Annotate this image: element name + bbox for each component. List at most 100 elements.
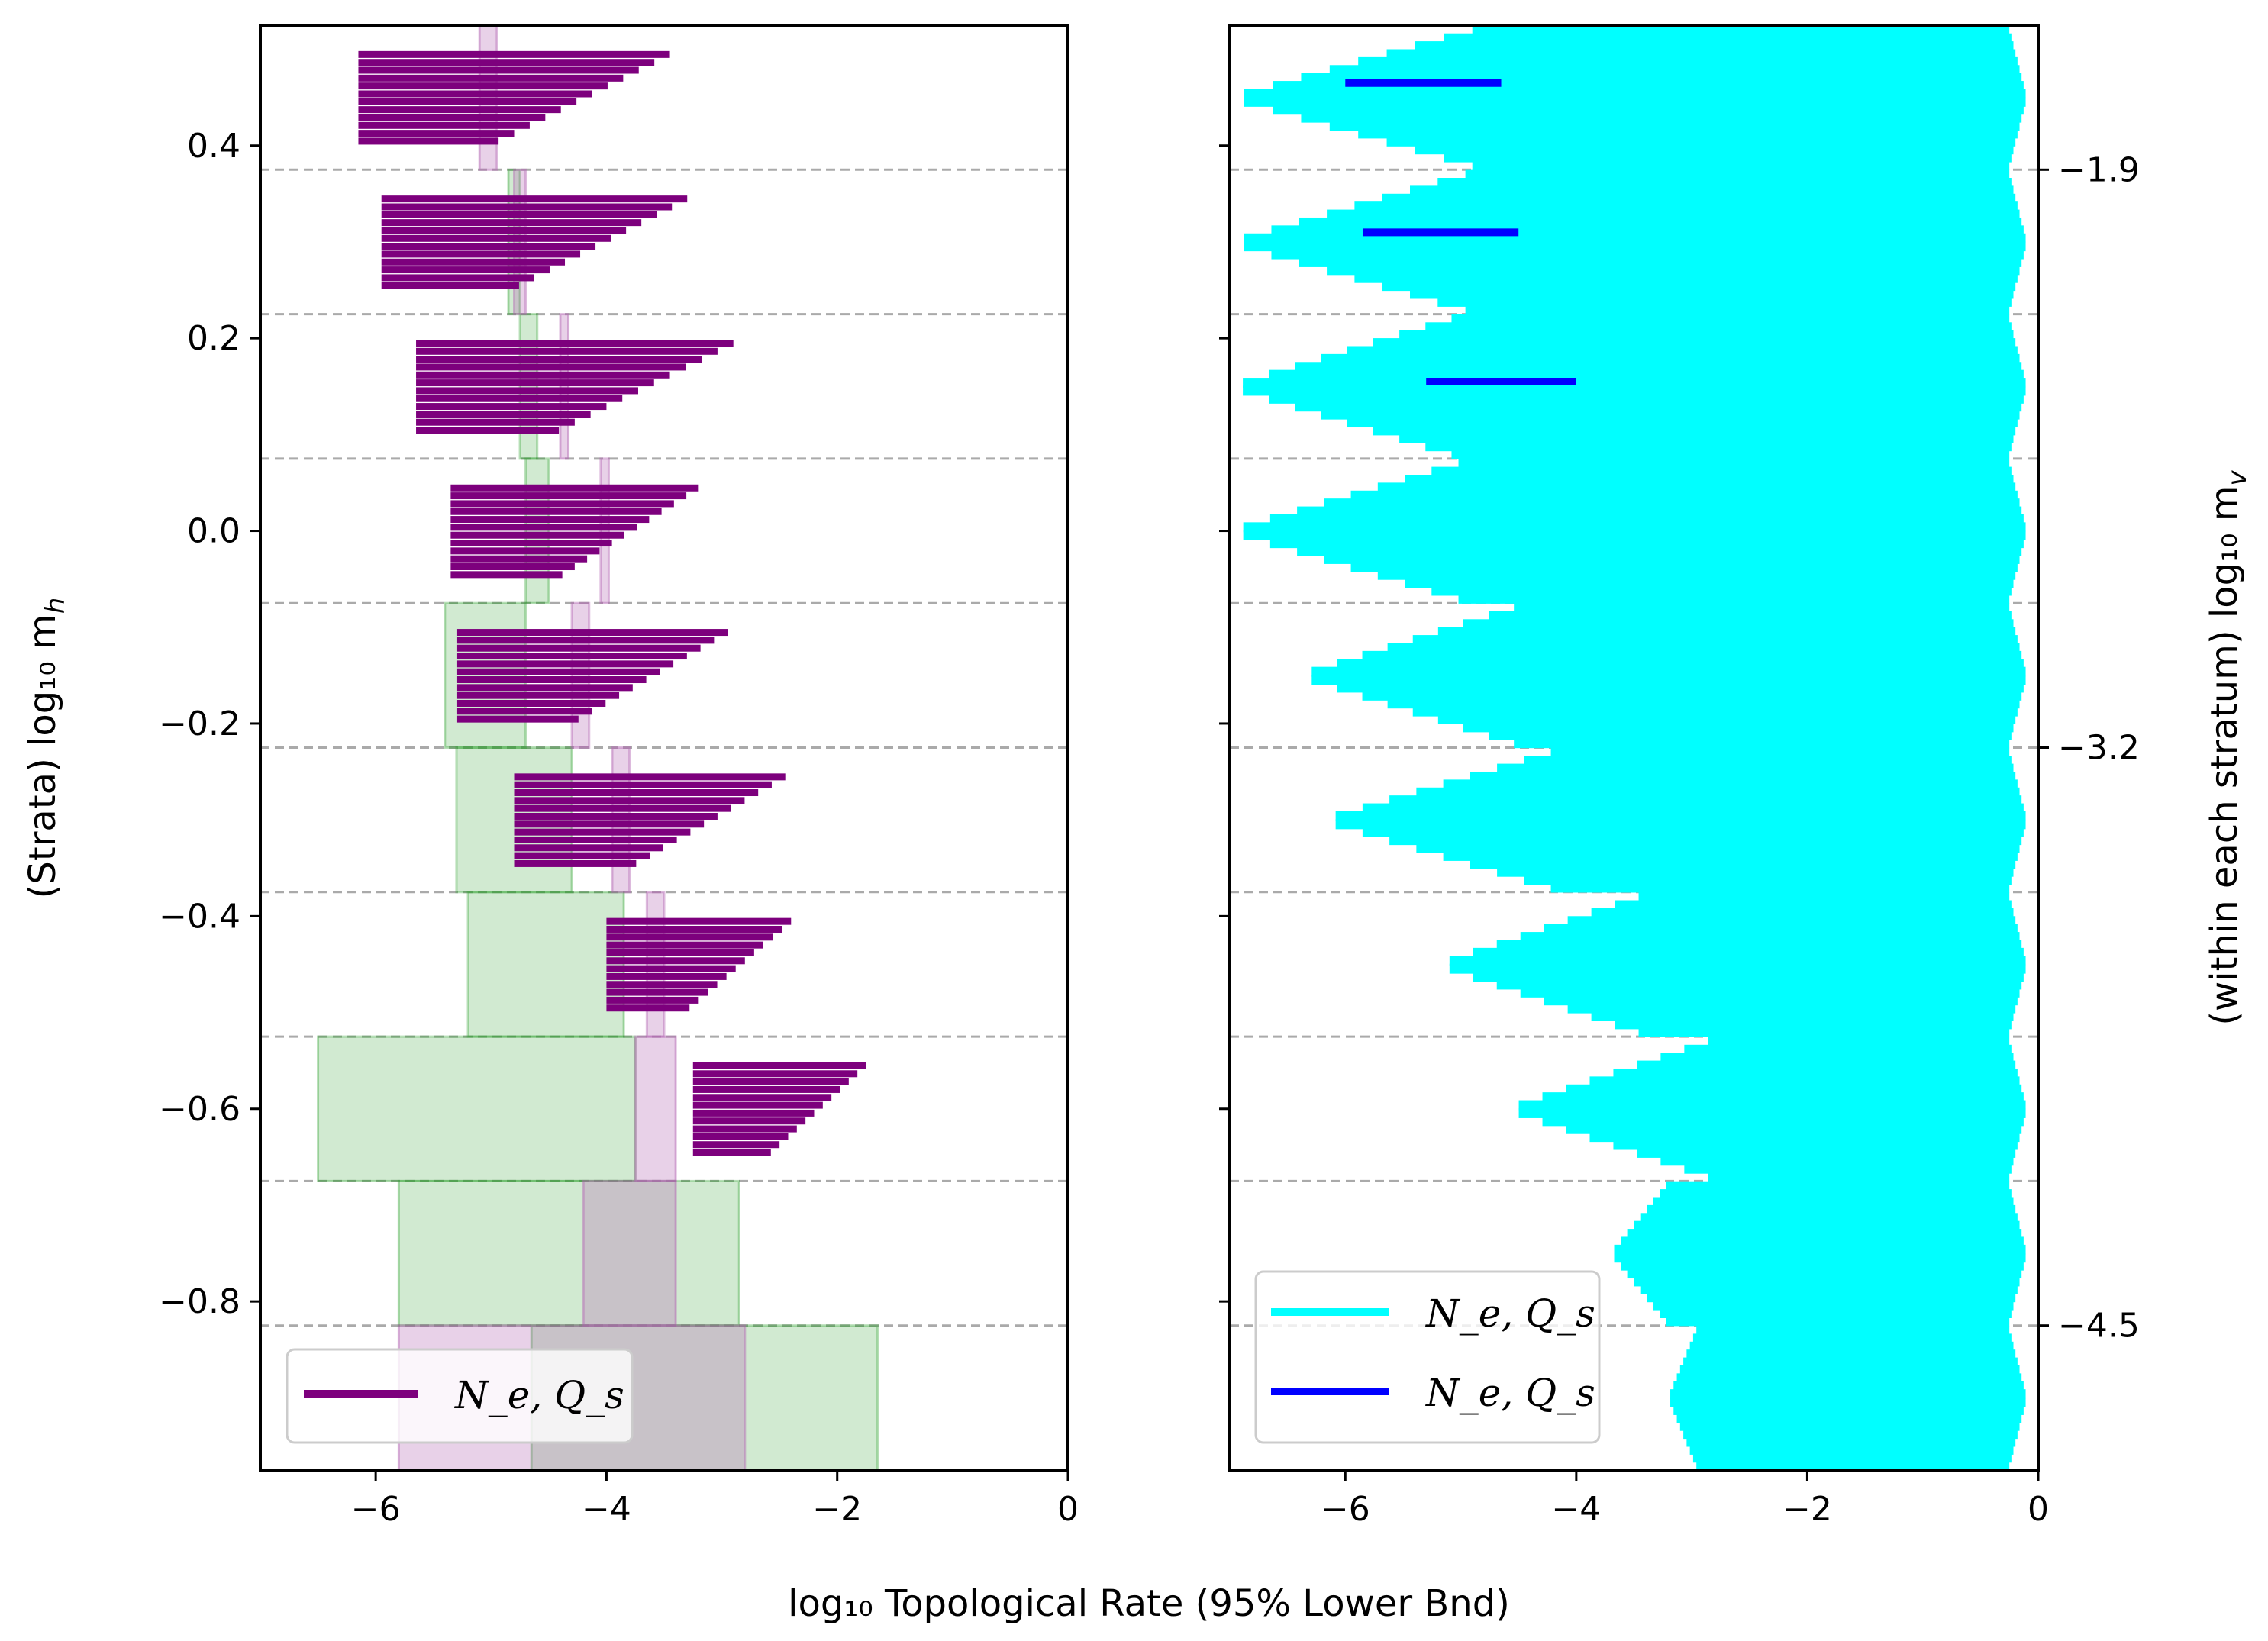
- right-legend: N_e, Q_s N_e, Q_s: [1254, 1270, 1601, 1444]
- cyan-bar: [1647, 1204, 2016, 1215]
- cyan-bar: [1295, 401, 2022, 412]
- cyan-bar: [1660, 1156, 2014, 1166]
- cyan-bar: [1589, 1132, 2020, 1143]
- purple-bar: [358, 137, 499, 145]
- cyan-bar: [1297, 506, 2022, 517]
- cyan-bar: [1660, 1189, 2012, 1200]
- purple-bar: [606, 996, 699, 1004]
- purple-bar: [450, 547, 600, 555]
- cyan-bar: [1550, 882, 2010, 893]
- cyan-bar: [1621, 1260, 2024, 1271]
- purple-bar: [692, 1070, 858, 1078]
- cyan-bar: [1489, 730, 2012, 740]
- cyan-bar: [1295, 362, 2022, 372]
- purple-bar: [450, 516, 650, 524]
- cyan-bar: [1449, 956, 2026, 966]
- purple-bar: [358, 90, 592, 98]
- purple-bar: [416, 347, 718, 355]
- cyan-bar: [1389, 835, 2022, 846]
- cyan-bar: [1637, 1147, 2016, 1158]
- left-stratum-gridlines: [260, 168, 1068, 1327]
- cyan-bar: [1431, 585, 2012, 596]
- purple-bar: [514, 797, 745, 804]
- purple-bar: [692, 1133, 789, 1140]
- purple-bar: [358, 98, 577, 105]
- purple-bar: [358, 66, 639, 74]
- purple-bar: [456, 715, 579, 723]
- purple-bar: [381, 266, 550, 274]
- cyan-bar: [1389, 795, 2022, 806]
- cyan-bar: [1640, 1284, 2018, 1294]
- cyan-bar: [1496, 940, 2022, 950]
- cyan-bar: [1463, 619, 2014, 630]
- x-tick-label: −6: [1321, 1490, 1370, 1529]
- pink-box: [513, 168, 527, 316]
- cyan-bar: [1437, 627, 2016, 637]
- purple-bar: [514, 859, 637, 867]
- purple-bar: [416, 427, 560, 434]
- cyan-bar: [1696, 1326, 2010, 1336]
- purple-bar: [514, 812, 718, 820]
- right-y-ticks: −1.9 −3.2 −4.5: [2038, 150, 2140, 1346]
- cyan-bar: [1660, 1307, 2012, 1318]
- cyan-bar: [1321, 353, 2020, 364]
- cyan-bar: [1243, 530, 2026, 540]
- purple-bar: [381, 243, 596, 250]
- green-box: [317, 1035, 637, 1182]
- x-tick-label: 0: [2028, 1490, 2049, 1529]
- cyan-bar: [1591, 1011, 2014, 1022]
- cyan-bar: [1614, 1244, 2026, 1255]
- cyan-bar: [1666, 1316, 2010, 1327]
- cyan-bar: [1613, 1140, 2018, 1150]
- purple-bar: [381, 234, 611, 242]
- purple-bar: [606, 988, 708, 996]
- left-legend: N_e, Q_s: [286, 1348, 634, 1444]
- y-tick-label: −0.4: [159, 897, 240, 936]
- purple-bar: [692, 1109, 815, 1117]
- cyan-bar: [1458, 593, 2010, 604]
- purple-bar: [606, 949, 754, 956]
- purple-bar: [606, 941, 763, 949]
- cyan-bar: [1362, 803, 2024, 814]
- cyan-bar: [1524, 875, 2012, 885]
- cyan-bar: [1470, 859, 2016, 869]
- cyan-bar: [1358, 128, 2018, 139]
- cyan-bar: [1670, 1389, 2026, 1400]
- purple-bar: [416, 371, 670, 379]
- left-plot-frame: [259, 24, 1069, 1472]
- cyan-bar: [1327, 209, 2020, 220]
- purple-bar: [692, 1117, 806, 1125]
- cyan-bar: [1311, 675, 2026, 685]
- purple-bar: [450, 500, 674, 508]
- purple-bar: [381, 282, 519, 289]
- cyan-bar: [1653, 1197, 2014, 1207]
- purple-bar: [358, 50, 670, 58]
- purple-bar: [456, 676, 647, 684]
- purple-bar: [692, 1062, 866, 1069]
- cyan-bar: [1362, 690, 2022, 701]
- cyan-bar: [1271, 249, 2024, 260]
- purple-bar: [450, 540, 612, 547]
- purple-bar: [456, 660, 674, 668]
- cyan-bar: [1297, 546, 2022, 556]
- cyan-bar: [1692, 1452, 2012, 1463]
- cyan-bar: [1444, 33, 2012, 44]
- pink-box: [582, 1179, 677, 1327]
- cyan-bar: [1550, 747, 2010, 758]
- cyan-bar: [1542, 1092, 2024, 1103]
- left-legend-label: N_e, Q_s: [454, 1373, 624, 1417]
- purple-bar: [450, 563, 575, 571]
- left-x-ticks: −6 −4 −2 0: [351, 1470, 1079, 1529]
- cyan-bar: [1337, 659, 2024, 669]
- purple-bar: [606, 933, 773, 941]
- cyan-bar: [1689, 1341, 2014, 1352]
- right-y-tick-label: −3.2: [2058, 729, 2140, 768]
- right-y-tick-label: −1.9: [2058, 150, 2140, 189]
- cyan-bar: [1472, 25, 2010, 36]
- cyan-bar: [1329, 65, 2020, 76]
- cyan-bar: [1311, 666, 2026, 677]
- cyan-bar: [1299, 256, 2022, 267]
- purple-bar: [358, 59, 655, 66]
- cyan-bar: [1244, 89, 2026, 99]
